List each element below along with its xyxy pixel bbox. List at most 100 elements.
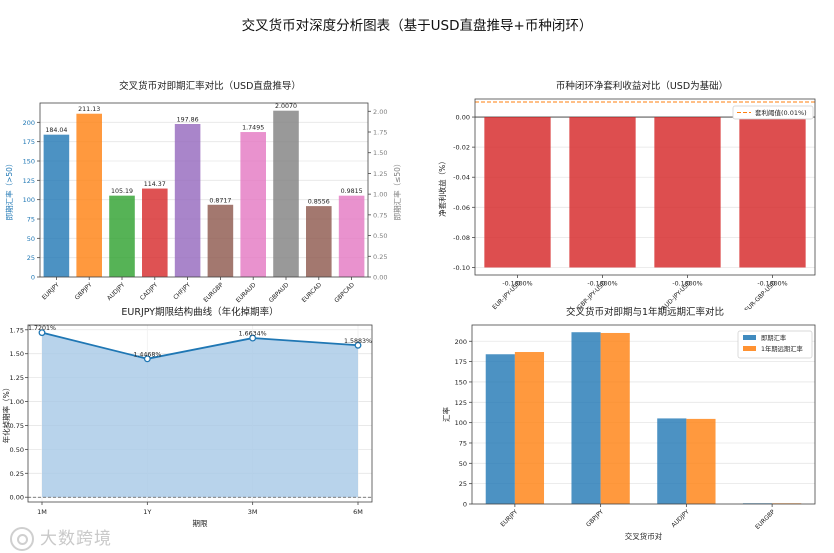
spot-left-tick-label: 100: [23, 196, 35, 204]
fwd-bar: [657, 418, 687, 504]
spot-value-label: 105.19: [111, 188, 133, 195]
term-y-tick-label: 0.50: [10, 446, 24, 454]
term-point: [354, 341, 362, 349]
fwd-bar: [600, 332, 630, 504]
spot-x-tick-label: EURGBP: [202, 281, 225, 304]
spot-right-tick-label: 0.75: [373, 211, 387, 219]
fwd-y-tick-label: 150: [455, 378, 467, 386]
term-area: [42, 332, 358, 498]
fwd-legend-swatch: [743, 346, 756, 351]
spot-x-tick-label: CADJPY: [139, 281, 160, 302]
spot-value-label: 0.9815: [341, 188, 363, 195]
spot-x-tick-label: AUDJPY: [106, 281, 127, 302]
fwd-x-axis-label: 交叉货币对: [625, 531, 663, 541]
term-y-tick-label: 1.50: [10, 350, 24, 358]
spot-x-tick-label: GBPCAD: [333, 281, 356, 304]
fwd-plot-frame: [471, 324, 816, 505]
arb-legend-label: 套利阈值(0.01%): [755, 108, 807, 117]
spot-left-tick-label: 25: [27, 254, 35, 262]
term-value-label: 1.7201%: [28, 325, 56, 332]
term-y-tick-label: 1.75: [10, 326, 24, 334]
arb-y-tick-label: -0.10: [453, 264, 470, 272]
spot-x-tick-label: EURJPY: [41, 281, 61, 301]
fwd-legend-label: 即期汇率: [761, 333, 786, 342]
arb-y-tick-label: -0.06: [453, 204, 470, 212]
fwd-bar: [686, 418, 716, 504]
arb-legend: 套利阈值(0.01%): [732, 105, 814, 120]
term-value-label: 1.4468%: [133, 351, 161, 358]
watermark-logo-icon: [10, 527, 34, 551]
fwd-x-tick-label: EURJPY: [499, 508, 519, 528]
term-y-tick-label: 0.75: [10, 422, 24, 430]
fwd-x-tick-label: AUDJPY: [670, 508, 691, 529]
spot-right-tick-label: 0.50: [373, 232, 387, 240]
fwd-x-tick-label: EURGBP: [754, 508, 777, 531]
spot-bar: [338, 195, 365, 277]
fwd-y-tick-label: 100: [455, 419, 467, 427]
arb-y-tick-label: -0.08: [453, 234, 470, 242]
fwd-y-tick-label: 50: [459, 460, 467, 468]
spot-left-tick-label: 200: [23, 119, 35, 127]
page-title: 交叉货币对深度分析图表（基于USD直盘推导+币种闭环）: [241, 18, 593, 34]
spot-bar: [273, 110, 299, 277]
arb-value-label: -0.1000%: [587, 280, 617, 287]
fwd-y-tick-label: 175: [455, 358, 467, 366]
arb-value-label: -0.1000%: [502, 280, 532, 287]
spot-bar: [142, 188, 168, 277]
spot-right-tick-label: 1.50: [373, 149, 387, 157]
fwd-y-tick-label: 75: [459, 439, 467, 447]
arb-value-label: -0.1000%: [672, 280, 702, 287]
spot-value-label: 114.37: [144, 181, 166, 188]
fwd-bar: [514, 352, 545, 504]
arb-y-axis-label: 净套利收益（%）: [437, 157, 447, 217]
term-value-label: 1.5883%: [344, 338, 372, 345]
spot-bars: 184.04 211.13 105.19 114.37 197.86 0.8717 1.74…: [43, 103, 365, 277]
arb-bar: [569, 117, 636, 268]
spot-value-label: 0.8717: [209, 197, 231, 204]
fwd-bar: [571, 332, 601, 504]
term-y-tick-label: 1.00: [10, 398, 24, 406]
spot-right-tick-label: 0.25: [373, 253, 387, 261]
term-point: [38, 329, 46, 337]
spot-x-tick-label: GBPJPY: [74, 281, 94, 301]
term-x-axis-label: 期限: [193, 519, 208, 528]
fwd-x-tick-label: GBPJPY: [585, 508, 605, 528]
watermark: 大数跨境: [10, 524, 112, 551]
arb-bar: [739, 117, 806, 268]
spot-value-label: 0.8556: [308, 199, 330, 206]
spot-value-label: 2.0070: [275, 103, 297, 110]
spot-right-tick-label: 2.00: [373, 108, 387, 116]
fwd-y-tick-label: 25: [459, 480, 467, 488]
term-axes: 0.00 0.25 0.50 0.75 1.00 1.25 1.50 1.75 1M 1Y 3M 6M…: [1, 324, 373, 528]
term-line: [41, 331, 359, 360]
spot-x-tick-label: EURAUD: [235, 281, 258, 304]
fwd-y-axis-label: 汇率: [441, 407, 451, 422]
fwd-y-tick-label: 125: [455, 399, 467, 407]
term-x-tick-label: 1Y: [143, 508, 151, 516]
arb-y-tick-label: -0.02: [453, 144, 470, 152]
spot-right-tick-label: 1.25: [373, 170, 387, 178]
spot-value-label: 184.04: [45, 127, 67, 134]
spot-value-label: 211.13: [78, 106, 100, 113]
term-y-tick-label: 0.25: [10, 470, 24, 478]
term-value-label: 1.6634%: [239, 331, 267, 338]
term-structure-chart: EURJPY期限结构曲线（年化掉期率） 1.7201% 1.4468% 1.6634…: [1, 306, 373, 528]
spot-x-tick-label: EURCAD: [301, 281, 324, 304]
arb-bars: -0.1000% -0.1000% -0.1000% -0.1000%: [484, 117, 806, 287]
spot-left-tick-label: 150: [23, 158, 35, 166]
spot-right-axis-label: 即期汇率（≤50）: [392, 160, 402, 221]
term-plot: 1.7201% 1.4468% 1.6634% 1.5883%: [28, 325, 372, 498]
spot-right-tick-label: 0.00: [373, 274, 387, 282]
spot-chart-title: 交叉货币对即期汇率对比（USD直盘推导）: [119, 80, 301, 92]
spot-bar: [174, 123, 201, 277]
spot-bar: [43, 134, 70, 277]
watermark-text: 大数跨境: [40, 529, 112, 549]
term-y-tick-label: 0.00: [10, 494, 24, 502]
arb-value-label: -0.1000%: [757, 280, 787, 287]
arb-bar: [484, 117, 551, 268]
spot-x-tick-label: CHFJPY: [172, 281, 192, 301]
term-point: [249, 334, 257, 342]
fwd-legend: 即期汇率 1年期远期汇率: [737, 330, 813, 359]
fwd-bar: [485, 354, 515, 504]
forward-chart-title: 交叉货币对即期与1年期远期汇率对比: [566, 306, 724, 318]
